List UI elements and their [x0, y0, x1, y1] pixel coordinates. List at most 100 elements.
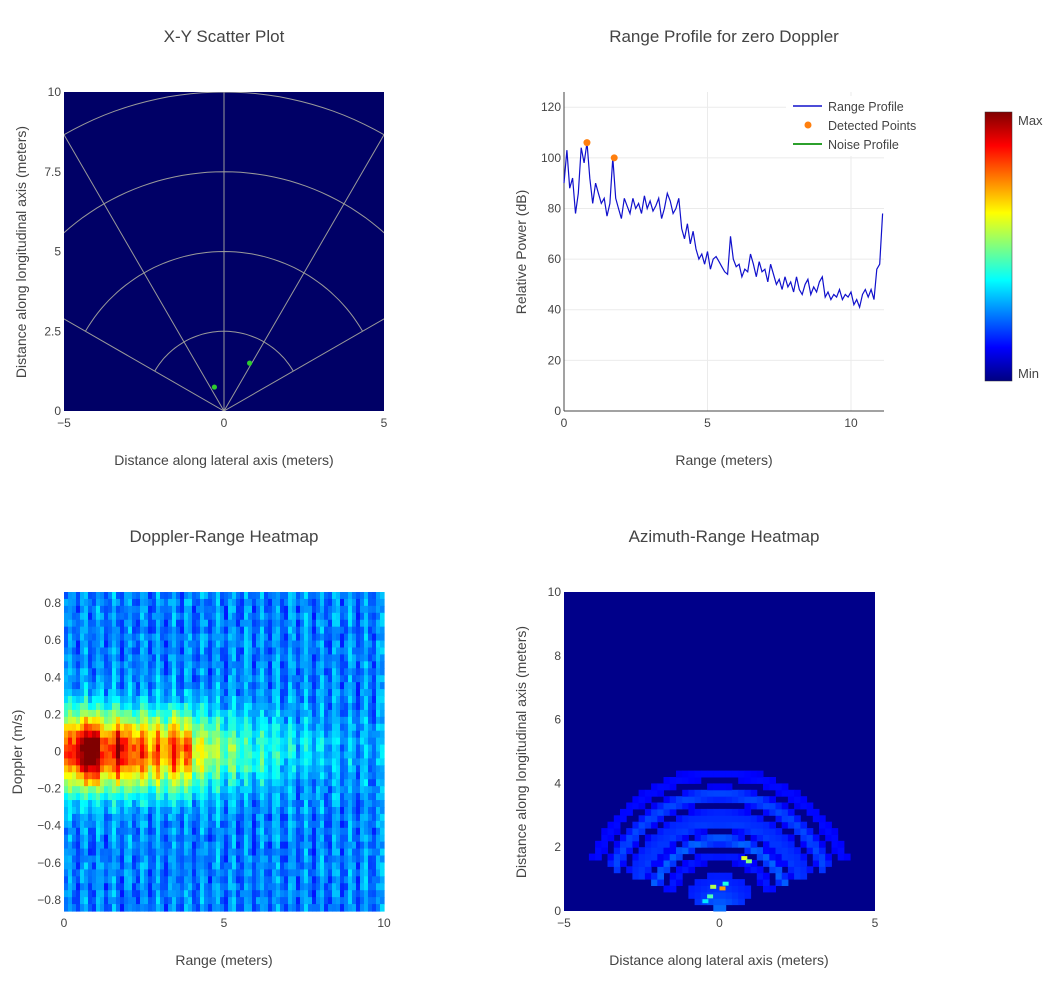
dr-cell: [76, 675, 81, 683]
dr-cell: [216, 709, 221, 718]
dr-cell: [308, 689, 313, 697]
dr-cell: [140, 730, 145, 739]
x-tick-label: 5: [872, 916, 879, 930]
dr-cell: [340, 786, 345, 794]
dr-cell: [288, 772, 293, 780]
dr-cell: [252, 633, 257, 642]
dr-cell: [264, 633, 269, 642]
ar-cell: [769, 808, 776, 816]
dr-cell: [340, 675, 345, 683]
dr-cell: [248, 619, 253, 628]
dr-cell: [232, 897, 237, 905]
dr-cell: [144, 890, 149, 898]
dr-cell: [332, 654, 337, 662]
y-tick-label: 60: [548, 252, 562, 266]
dr-cell: [172, 716, 177, 725]
dr-cell: [320, 702, 325, 711]
dr-cell: [72, 820, 77, 829]
dr-cell: [340, 668, 345, 676]
dr-cell: [68, 779, 73, 787]
dr-cell: [212, 848, 217, 857]
dr-cell: [176, 827, 181, 836]
dr-cell: [176, 806, 181, 815]
dr-cell: [352, 772, 357, 780]
dr-cell: [88, 855, 93, 864]
dr-cell: [176, 654, 181, 662]
ar-cell: [744, 789, 752, 797]
dr-cell: [368, 654, 373, 662]
dr-cell: [76, 744, 81, 753]
dr-cell: [204, 890, 209, 898]
dr-cell: [236, 848, 241, 857]
dr-cell: [248, 869, 253, 877]
dr-cell: [116, 709, 121, 718]
dr-cell: [192, 675, 197, 683]
dr-cell: [372, 779, 377, 787]
ar-cell: [651, 840, 658, 848]
dr-cell: [272, 640, 277, 649]
dr-cell: [208, 744, 213, 753]
dr-cell: [272, 716, 277, 725]
ar-cell: [663, 777, 671, 784]
dr-cell: [168, 737, 173, 746]
dr-cell: [224, 897, 229, 905]
dr-cell: [88, 806, 93, 815]
dr-cell: [376, 640, 381, 649]
dr-cell: [380, 862, 385, 870]
dr-cell: [64, 890, 69, 898]
dr-cell: [208, 675, 213, 683]
dr-cell: [88, 876, 93, 884]
dr-cell: [376, 689, 381, 697]
dr-cell: [224, 654, 229, 662]
dr-cell: [220, 689, 225, 697]
dr-cell: [136, 675, 141, 683]
ar-cell: [694, 796, 702, 804]
dr-cell: [316, 793, 321, 801]
ar-cell: [651, 815, 658, 823]
dr-cell: [144, 841, 149, 850]
dr-cell: [340, 813, 345, 822]
dr-cell: [108, 806, 113, 815]
dr-cell: [128, 855, 133, 864]
dr-cell: [328, 668, 333, 676]
dr-cell: [280, 675, 285, 683]
dr-cell: [380, 827, 385, 836]
dr-cell: [312, 682, 317, 690]
dr-cell: [364, 904, 369, 912]
ar-cell: [682, 847, 689, 855]
dr-cell: [72, 751, 77, 760]
dr-cell: [328, 758, 333, 766]
dr-cell: [160, 744, 165, 753]
dr-cell: [208, 890, 213, 898]
dr-cell: [168, 696, 173, 704]
dr-cell: [296, 897, 301, 905]
dr-cell: [244, 598, 249, 607]
dr-cell: [328, 820, 333, 829]
ar-cell: [719, 891, 727, 899]
dr-cell: [160, 682, 165, 690]
dr-cell: [192, 661, 197, 669]
ar-cell: [763, 879, 770, 886]
dr-cell: [196, 772, 201, 780]
dr-cell: [252, 696, 257, 704]
x-tick-label: 10: [844, 416, 858, 430]
dr-cell: [216, 737, 221, 746]
dr-cell: [180, 904, 185, 912]
dr-cell: [344, 605, 349, 614]
dr-cell: [296, 654, 301, 662]
dr-cell: [68, 890, 73, 898]
dr-cell: [248, 737, 253, 746]
dr-cell: [204, 716, 209, 725]
dr-cell: [288, 640, 293, 649]
dr-cell: [228, 869, 233, 877]
dr-cell: [188, 654, 193, 662]
ar-cell: [682, 828, 689, 835]
dr-cell: [76, 647, 81, 656]
dr-cell: [88, 841, 93, 850]
dr-cell: [92, 841, 97, 850]
dr-cell: [328, 827, 333, 836]
dr-cell: [176, 869, 181, 877]
dr-cell: [360, 682, 365, 690]
dr-cell: [84, 716, 89, 725]
dr-cell: [96, 827, 101, 836]
